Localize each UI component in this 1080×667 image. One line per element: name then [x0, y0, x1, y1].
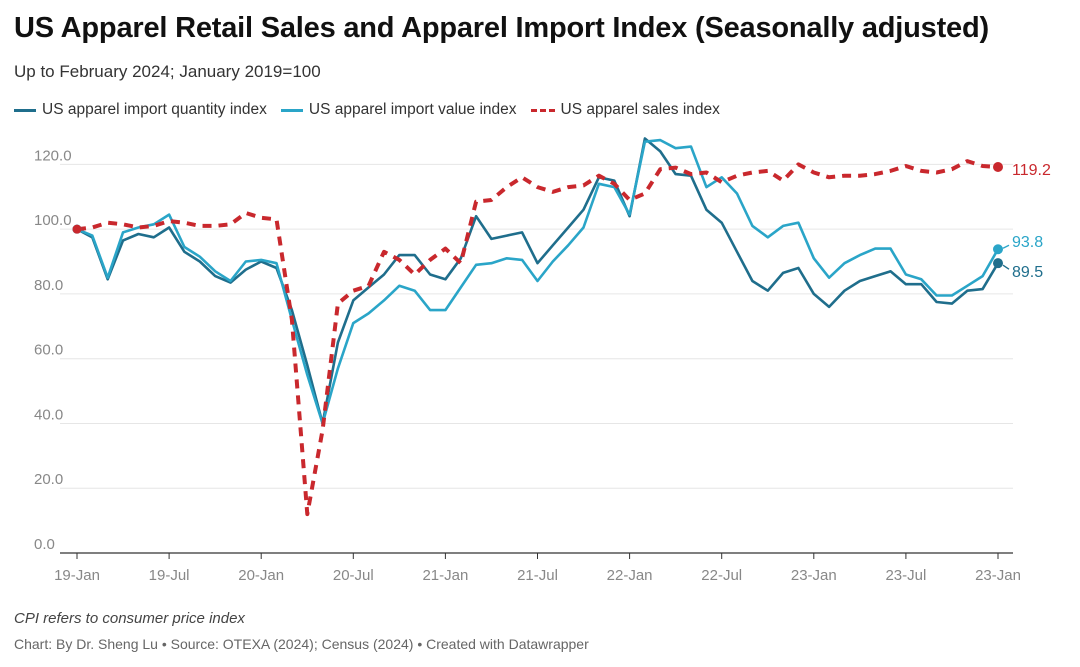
end-label-sales: 119.2: [1012, 162, 1051, 179]
end-label-connector: [1002, 244, 1010, 249]
legend-swatch-sales: [530, 108, 555, 112]
legend-label-sales: US apparel sales index: [560, 101, 720, 118]
x-tick-label: 23-Jul: [885, 567, 926, 584]
y-tick-label: 0.0: [34, 536, 55, 553]
x-axis-ticks: 19-Jan 19-Jul 20-Jan 20-Jul 21-Jan 21-Jul 22-J…: [54, 553, 1021, 584]
end-point-quantity: [993, 258, 1003, 269]
x-tick-label: 19-Jan: [54, 567, 100, 584]
legend-item-value: US apparel import value index: [280, 101, 517, 119]
series-line-sales: [76, 159, 999, 517]
chart-footer: Chart: By Dr. Sheng Lu • Source: OTEXA (…: [14, 636, 589, 652]
y-tick-label: 120.0: [34, 147, 72, 164]
legend-swatch-quantity: [14, 108, 36, 112]
chart-note: CPI refers to consumer price index: [14, 610, 245, 627]
legend-item-quantity: US apparel import quantity index: [14, 101, 267, 119]
legend-label-quantity: US apparel import quantity index: [42, 101, 267, 118]
x-tick-label: 23-Jan: [975, 567, 1021, 584]
legend-swatch-value: [280, 108, 303, 112]
end-point-sales: [993, 161, 1003, 172]
gridlines: [60, 163, 1013, 554]
end-label-value: 93.8: [1012, 234, 1043, 251]
x-tick-label: 22-Jan: [607, 567, 653, 584]
chart-subtitle: Up to February 2024; January 2019=100: [14, 62, 321, 81]
y-tick-label: 60.0: [34, 342, 63, 359]
legend-item-sales: US apparel sales index: [530, 101, 720, 119]
end-label-quantity: 89.5: [1012, 264, 1043, 281]
end-markers: 89.5 93.8 119.2: [72, 161, 1051, 281]
x-tick-label: 21-Jul: [517, 567, 558, 584]
y-tick-label: 80.0: [34, 277, 63, 294]
series-lines: [75, 137, 1000, 517]
end-label-connector: [1002, 264, 1010, 270]
x-tick-label: 21-Jan: [422, 567, 468, 584]
y-tick-label: 100.0: [34, 212, 72, 229]
y-axis-ticks: 0.0 20.0 40.0 60.0 80.0 100.0 120.0: [34, 147, 72, 553]
series-line-value: [75, 138, 1000, 425]
x-tick-label: 20-Jul: [333, 567, 374, 584]
y-tick-label: 20.0: [34, 471, 63, 488]
legend: US apparel import quantity index US appa…: [14, 101, 734, 119]
x-tick-label: 20-Jan: [238, 567, 284, 584]
x-tick-label: 19-Jul: [149, 567, 190, 584]
x-tick-label: 22-Jul: [701, 567, 742, 584]
end-point-value: [993, 244, 1003, 255]
series-line-quantity: [75, 137, 1000, 425]
chart-title: US Apparel Retail Sales and Apparel Impo…: [14, 12, 989, 44]
x-tick-label: 23-Jan: [791, 567, 837, 584]
y-tick-label: 40.0: [34, 406, 63, 423]
legend-label-value: US apparel import value index: [308, 101, 517, 118]
start-point-sales: [72, 224, 82, 234]
